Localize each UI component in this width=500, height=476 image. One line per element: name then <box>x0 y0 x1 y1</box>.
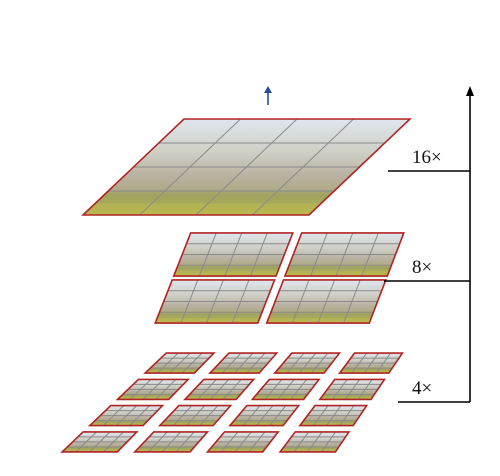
tile-border <box>115 378 191 401</box>
grid-line <box>321 431 336 453</box>
grid-line <box>339 405 355 426</box>
tile-4x-6 <box>183 378 256 401</box>
tile-border <box>298 404 369 427</box>
tile-border <box>265 279 387 324</box>
tile-border <box>273 352 342 374</box>
grid-line <box>376 352 391 374</box>
level-4x-tiles <box>60 352 404 453</box>
level-16x-tiles <box>80 118 413 216</box>
tile-border <box>172 232 294 277</box>
grid-line <box>361 232 379 277</box>
tile-border <box>250 378 321 401</box>
tile-4x-14 <box>132 431 210 453</box>
tile-border <box>183 378 256 401</box>
grid-line <box>343 279 361 324</box>
tile-border <box>132 431 210 453</box>
tile-4x-10 <box>157 404 233 427</box>
tile-4x-3 <box>273 352 342 374</box>
tile-8x-1 <box>172 232 294 277</box>
tile-border <box>87 404 165 427</box>
grid-line <box>175 431 195 453</box>
tile-border <box>283 232 405 277</box>
tile-4x-15 <box>205 431 280 453</box>
tile-border <box>143 352 216 374</box>
tile-4x-8 <box>318 378 387 401</box>
level-8x-tiles <box>154 232 405 324</box>
tile-4x-1 <box>143 352 216 374</box>
grid-line <box>181 352 203 374</box>
grid-line <box>357 379 373 400</box>
tile-border <box>278 431 351 453</box>
tile-border <box>157 404 233 427</box>
tile-4x-9 <box>87 404 165 427</box>
tile-8x-2 <box>283 232 405 277</box>
tile-4x-13 <box>60 431 139 453</box>
scale-label-16x: 16× <box>412 147 442 168</box>
scale-connector <box>384 86 474 403</box>
grid-line <box>103 431 124 453</box>
grid-line <box>246 352 266 374</box>
tile-4x-12 <box>298 404 369 427</box>
tile-border <box>318 378 387 401</box>
grid-line <box>248 431 266 453</box>
tile-16x-1 <box>80 118 413 216</box>
tile-border <box>228 404 301 427</box>
grid-line <box>129 405 150 426</box>
grid-line <box>269 405 287 426</box>
tile-4x-2 <box>208 352 279 374</box>
grid-line <box>155 379 177 400</box>
scale-label-4x: 4× <box>412 378 432 399</box>
grid-line <box>199 405 219 426</box>
tile-8x-3 <box>154 279 276 324</box>
tile-4x-7 <box>250 378 321 401</box>
grid-line <box>311 352 329 374</box>
tile-border <box>205 431 280 453</box>
grid-line <box>252 118 354 216</box>
grid-line <box>231 279 250 324</box>
tile-4x-5 <box>115 378 191 401</box>
tile-4x-11 <box>228 404 301 427</box>
tile-border <box>154 279 276 324</box>
tile-border <box>208 352 279 374</box>
grid-line <box>290 379 308 400</box>
tile-border <box>60 431 139 453</box>
tile-4x-4 <box>338 352 404 374</box>
output-arrow-icon <box>264 86 272 105</box>
grid-line <box>249 232 268 277</box>
scale-label-8x: 8× <box>412 257 432 278</box>
tile-border <box>338 352 404 374</box>
tile-8x-4 <box>265 279 387 324</box>
grid-line <box>222 379 242 400</box>
tile-4x-16 <box>278 431 351 453</box>
tile-border <box>80 118 413 216</box>
